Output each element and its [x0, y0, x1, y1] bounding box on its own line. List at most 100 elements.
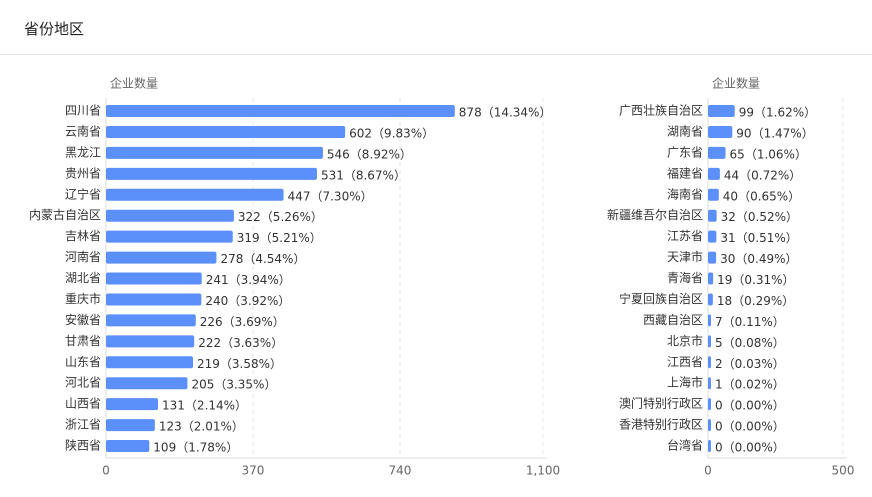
x-tick-label: 740 [389, 464, 412, 478]
category-label: 辽宁省 [65, 186, 101, 201]
category-label: 福建省 [667, 165, 703, 180]
bar [106, 125, 346, 138]
value-label: 878（14.34%） [459, 106, 552, 120]
bar [106, 209, 234, 222]
value-label: 447（7.30%） [288, 189, 373, 203]
x-tick-label: 1,100 [526, 464, 560, 478]
bar [106, 230, 233, 243]
bar [106, 251, 217, 264]
value-label: 240（3.92%） [205, 294, 290, 308]
category-label: 澳门特别行政区 [619, 396, 703, 411]
category-label: 云南省 [65, 123, 101, 138]
category-label: 江西省 [667, 355, 703, 369]
value-label: 7（0.11%） [715, 315, 785, 329]
value-label: 40（0.65%） [723, 189, 800, 203]
category-label: 河北省 [65, 376, 101, 390]
category-label: 江苏省 [667, 229, 703, 243]
x-tick-label: 370 [242, 464, 265, 478]
category-label: 湖北省 [65, 270, 101, 285]
category-label: 青海省 [667, 270, 703, 285]
bar [106, 356, 194, 369]
value-label: 0（0.00%） [715, 420, 785, 434]
value-label: 0（0.00%） [715, 441, 785, 455]
value-label: 222（3.63%） [198, 336, 283, 350]
value-label: 31（0.51%） [720, 231, 797, 245]
category-label: 内蒙古自治区 [29, 207, 101, 222]
x-tick-label: 0 [102, 464, 110, 478]
bar [106, 419, 155, 432]
value-label: 109（1.78%） [153, 441, 238, 455]
value-label: 205（3.35%） [191, 378, 276, 392]
value-label: 322（5.26%） [238, 210, 323, 224]
value-label: 131（2.14%） [162, 399, 247, 413]
value-label: 5（0.08%） [715, 336, 785, 350]
category-label: 广西壮族自治区 [619, 104, 703, 118]
axis-label: 企业数量 [110, 76, 158, 91]
value-label: 278（4.54%） [220, 252, 305, 266]
bar [708, 356, 711, 369]
category-label: 黑龙江 [65, 145, 101, 159]
category-label: 北京市 [667, 333, 703, 348]
category-label: 湖南省 [667, 123, 703, 138]
category-label: 新疆维吾尔自治区 [607, 207, 703, 222]
bar [106, 105, 455, 117]
category-label: 上海市 [667, 375, 703, 390]
bar [708, 335, 711, 348]
value-label: 44（0.72%） [724, 168, 801, 182]
value-label: 241（3.94%） [206, 273, 291, 287]
section-title: 省份地区 [24, 20, 85, 38]
value-label: 219（3.58%） [197, 357, 282, 371]
bar [708, 440, 711, 452]
category-label: 山东省 [65, 355, 101, 369]
bar [708, 419, 711, 432]
bar [708, 188, 719, 201]
bar [708, 314, 711, 327]
bar [106, 398, 159, 411]
value-label: 18（0.29%） [717, 294, 794, 308]
bar [708, 293, 713, 306]
bar [106, 335, 195, 348]
x-tick-label: 0 [704, 464, 712, 478]
bar [708, 377, 711, 390]
bar [708, 146, 726, 159]
bar [708, 209, 717, 222]
bar [106, 272, 202, 285]
category-label: 贵州省 [65, 166, 101, 180]
category-label: 四川省 [65, 104, 101, 118]
value-label: 531（8.67%） [321, 168, 406, 182]
category-label: 宁夏回族自治区 [619, 291, 703, 306]
x-tick-label: 500 [832, 464, 855, 478]
bar [106, 377, 188, 390]
value-label: 123（2.01%） [159, 420, 244, 434]
bar [106, 167, 317, 180]
value-label: 319（5.21%） [237, 231, 322, 245]
bar [106, 188, 284, 201]
category-label: 吉林省 [65, 229, 101, 243]
category-label: 安徽省 [65, 312, 101, 327]
bar [106, 293, 202, 306]
category-label: 浙江省 [65, 418, 101, 432]
category-label: 山西省 [65, 397, 101, 411]
value-label: 65（1.06%） [730, 147, 807, 161]
bar [708, 105, 735, 117]
value-label: 30（0.49%） [720, 252, 797, 266]
category-label: 香港特别行政区 [619, 417, 703, 432]
bar [708, 167, 720, 180]
category-label: 河南省 [65, 249, 101, 264]
value-label: 1（0.02%） [715, 378, 785, 392]
divider [0, 54, 872, 55]
bar [708, 251, 717, 264]
category-label: 西藏自治区 [643, 313, 703, 327]
bar [106, 146, 323, 159]
value-label: 99（1.62%） [739, 106, 816, 120]
value-label: 602（9.83%） [349, 126, 434, 140]
value-label: 0（0.00%） [715, 399, 785, 413]
category-label: 陕西省 [65, 438, 101, 453]
bar [106, 314, 196, 327]
bar [708, 125, 733, 138]
value-label: 2（0.03%） [715, 357, 785, 371]
value-label: 90（1.47%） [736, 126, 813, 140]
category-label: 台湾省 [667, 438, 703, 453]
